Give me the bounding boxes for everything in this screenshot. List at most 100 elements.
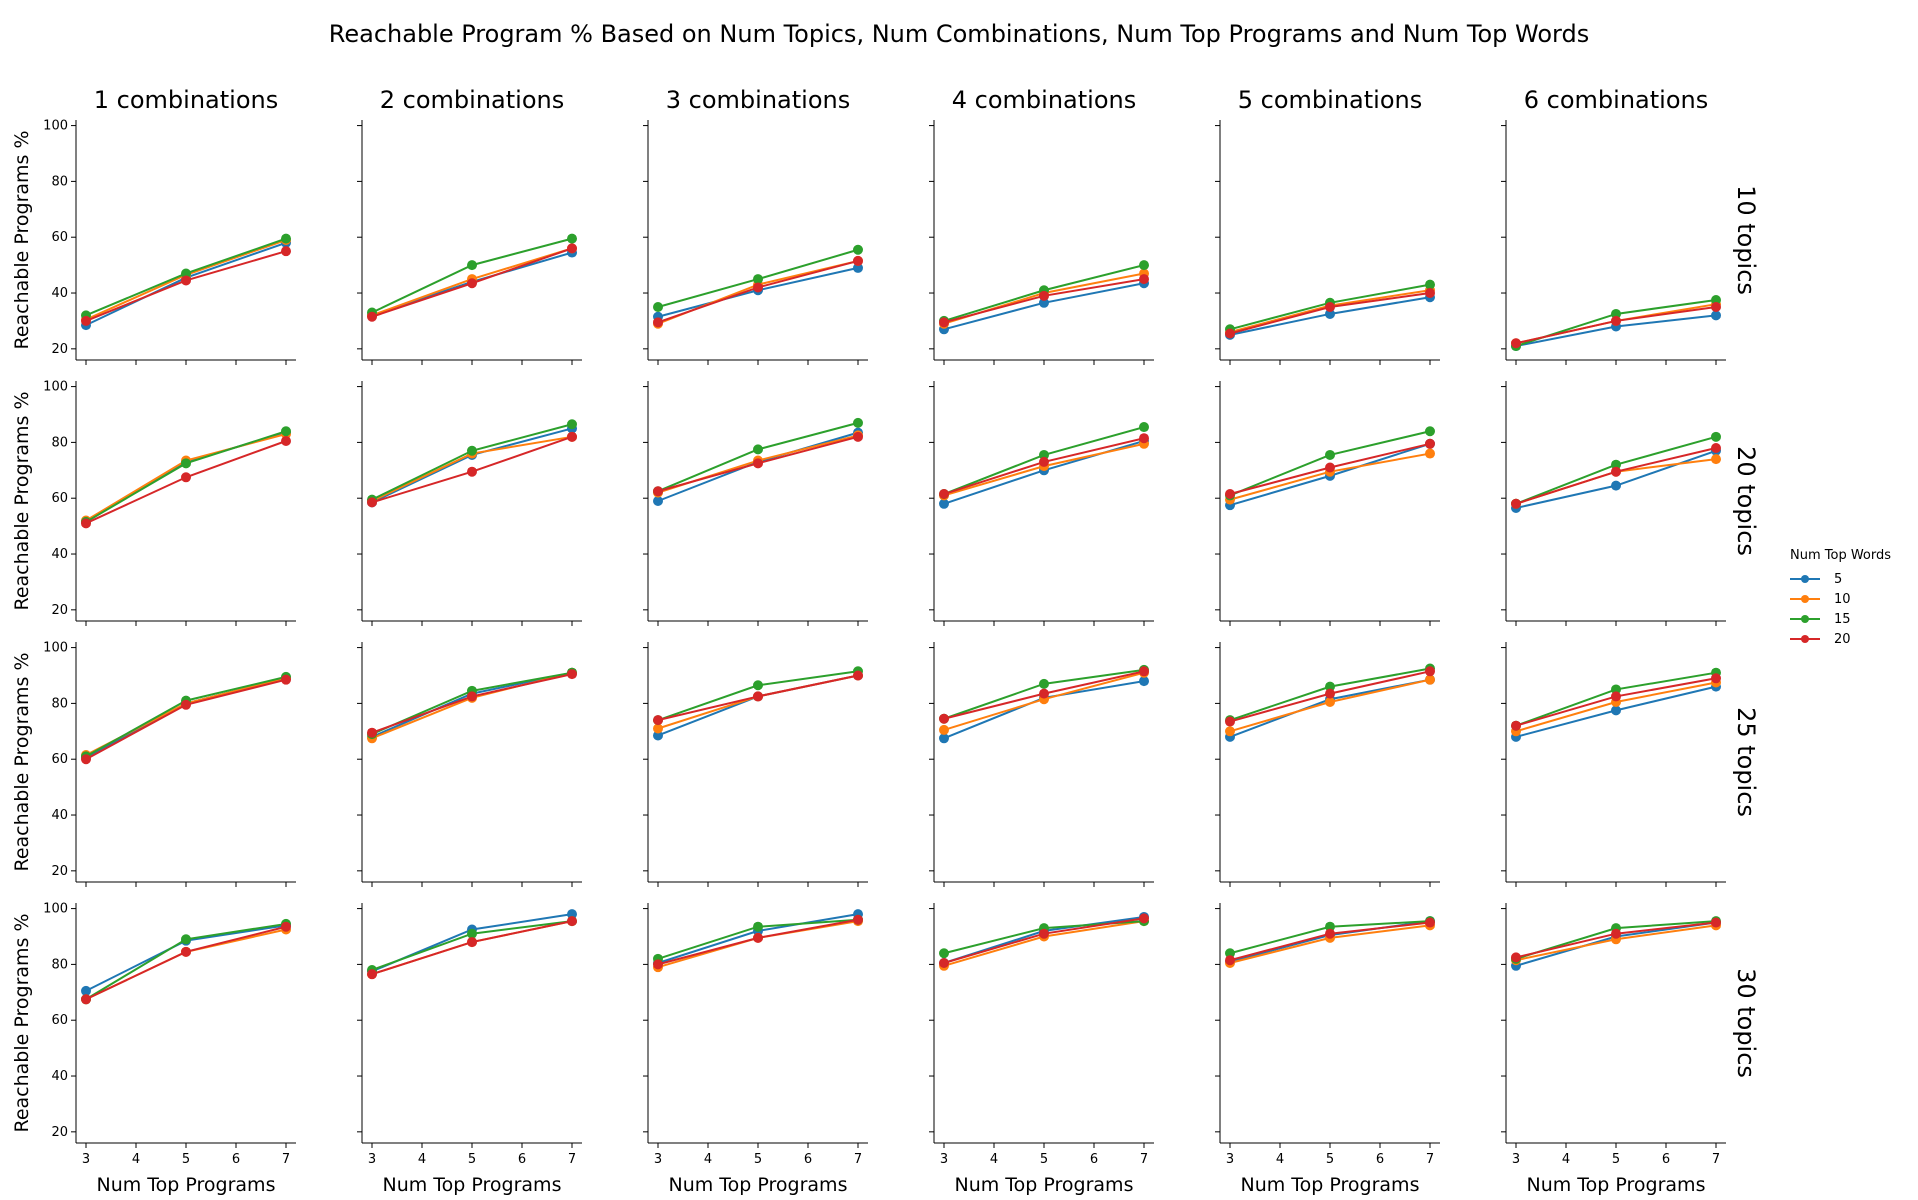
x-tick-label: 6 [1090, 1152, 1098, 1167]
data-point [367, 497, 377, 508]
data-point [567, 916, 577, 927]
y-axis-label: Reachable Programs % [11, 913, 33, 1132]
y-tick-label: 40 [51, 808, 68, 823]
data-point [1139, 433, 1149, 444]
series-line [371, 427, 573, 504]
data-point [653, 496, 663, 506]
data-point [853, 244, 863, 255]
data-point [1711, 442, 1721, 453]
data-point [81, 994, 91, 1005]
column-facet-title: 5 combinations [1238, 86, 1422, 114]
x-tick-label: 4 [704, 1152, 712, 1167]
data-point [1325, 921, 1335, 932]
data-point [753, 444, 763, 455]
legend-label: 10 [1834, 591, 1851, 607]
data-point [1611, 928, 1621, 939]
data-point [1039, 290, 1049, 301]
column-facet-title: 4 combinations [952, 86, 1136, 114]
data-point [1611, 480, 1621, 491]
data-point [939, 489, 949, 500]
data-point [1611, 315, 1621, 326]
column-facet-title: 1 combinations [94, 86, 278, 114]
data-point [1039, 928, 1049, 939]
data-point [653, 723, 663, 734]
y-tick-label: 100 [43, 641, 68, 656]
y-tick-label: 100 [43, 119, 68, 134]
data-point [367, 311, 377, 322]
data-point [1611, 459, 1621, 470]
data-point [653, 317, 663, 328]
data-point [1225, 955, 1235, 966]
y-tick-label: 20 [51, 603, 68, 618]
data-point [281, 674, 291, 685]
x-tick-label: 6 [1376, 1152, 1384, 1167]
data-point [1325, 928, 1335, 939]
data-point [467, 937, 477, 948]
y-axis-label: Reachable Programs % [11, 391, 33, 610]
data-point [567, 233, 577, 244]
data-point [367, 727, 377, 738]
data-point [853, 431, 863, 442]
data-point [853, 670, 863, 681]
y-tick-label: 80 [51, 696, 68, 711]
y-tick-label: 40 [51, 286, 68, 301]
x-axis-label: Num Top Programs [955, 1174, 1134, 1196]
data-point [281, 426, 291, 437]
row-facet-title: 30 topics [1732, 968, 1760, 1078]
data-point [1139, 260, 1149, 271]
data-point [467, 278, 477, 289]
legend-label: 20 [1834, 631, 1851, 647]
column-facet-title: 2 combinations [380, 86, 564, 114]
x-tick-label: 4 [418, 1152, 426, 1167]
data-point [653, 486, 663, 497]
row-facet-title: 10 topics [1732, 185, 1760, 295]
data-point [939, 724, 949, 735]
y-tick-label: 80 [51, 174, 68, 189]
data-point [1039, 449, 1049, 460]
data-point [853, 914, 863, 925]
data-point [653, 301, 663, 312]
x-tick-label: 3 [1226, 1152, 1234, 1167]
data-point [1511, 720, 1521, 731]
data-point [81, 985, 91, 996]
data-point [939, 317, 949, 328]
series-line [371, 671, 573, 740]
data-point [1611, 308, 1621, 319]
x-tick-label: 7 [1140, 1152, 1148, 1167]
data-point [467, 445, 477, 456]
data-point [1325, 688, 1335, 699]
data-point [181, 946, 191, 957]
data-point [753, 932, 763, 943]
data-point [939, 958, 949, 968]
y-tick-label: 20 [51, 1125, 68, 1140]
x-axis-label: Num Top Programs [383, 1174, 562, 1196]
data-point [1511, 338, 1521, 349]
data-point [1039, 297, 1049, 308]
data-point [753, 680, 763, 691]
y-axis-label: Reachable Programs % [11, 130, 33, 349]
x-tick-label: 4 [132, 1152, 140, 1167]
x-axis-label: Num Top Programs [1527, 1174, 1706, 1196]
series-line [85, 675, 287, 758]
data-point [1225, 948, 1235, 959]
data-point [1611, 466, 1621, 477]
data-point [81, 315, 91, 326]
y-tick-label: 60 [51, 1013, 68, 1028]
series-line [1515, 449, 1717, 509]
data-point [181, 699, 191, 710]
legend: Num Top Words 5 10 15 20 [1790, 548, 1918, 649]
x-tick-label: 7 [282, 1152, 290, 1167]
data-point [939, 948, 949, 959]
x-tick-label: 6 [518, 1152, 526, 1167]
data-point [1039, 678, 1049, 689]
data-point [567, 243, 577, 254]
legend-item: 5 [1790, 569, 1918, 589]
legend-label: 15 [1834, 611, 1851, 627]
legend-swatch [1790, 593, 1820, 605]
data-point [753, 458, 763, 469]
data-point [753, 921, 763, 932]
data-point [1139, 274, 1149, 285]
y-tick-label: 60 [51, 491, 68, 506]
legend-swatch [1790, 573, 1820, 585]
series-line [85, 678, 287, 761]
